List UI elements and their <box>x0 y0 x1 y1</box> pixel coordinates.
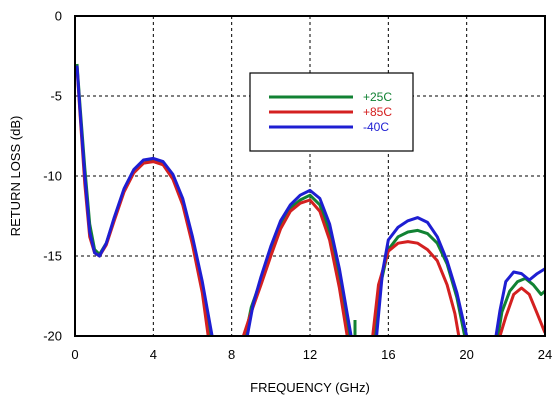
x-tick-label: 16 <box>381 347 395 362</box>
y-tick-label: -10 <box>43 169 62 184</box>
series-line-25C <box>75 63 212 336</box>
legend-label: +85C <box>363 105 392 119</box>
legend: +25C+85C-40C <box>249 72 414 152</box>
y-tick-label: 0 <box>55 9 62 24</box>
series-line-25C <box>496 276 545 336</box>
series-lines <box>75 63 545 336</box>
series-line-40C <box>75 65 214 336</box>
series-line-85C <box>498 286 545 336</box>
x-tick-label: 4 <box>150 347 157 362</box>
x-tick-label: 0 <box>71 347 78 362</box>
y-axis-label: RETURN LOSS (dB) <box>8 116 23 237</box>
x-tick-label: 12 <box>303 347 317 362</box>
x-tick-labels: 0 4 8 12 16 20 24 <box>71 347 552 362</box>
series-line-85C <box>241 198 349 336</box>
x-tick-label: 24 <box>538 347 552 362</box>
x-axis-label: FREQUENCY (GHz) <box>250 380 370 395</box>
legend-label: -40C <box>363 120 389 134</box>
series-line-85C <box>75 67 210 336</box>
series-line-40C <box>375 216 469 336</box>
x-tick-label: 8 <box>228 347 235 362</box>
y-tick-label: -5 <box>50 89 62 104</box>
series-line-40C <box>245 188 353 336</box>
legend-label: +25C <box>363 90 392 104</box>
y-tick-label: -20 <box>43 329 62 344</box>
x-tick-label: 20 <box>459 347 473 362</box>
series-line-40C <box>494 267 545 336</box>
y-tick-labels: 0 -5 -10 -15 -20 <box>43 9 62 344</box>
y-tick-label: -15 <box>43 249 62 264</box>
grid <box>75 16 545 336</box>
plot-frame <box>74 15 546 337</box>
